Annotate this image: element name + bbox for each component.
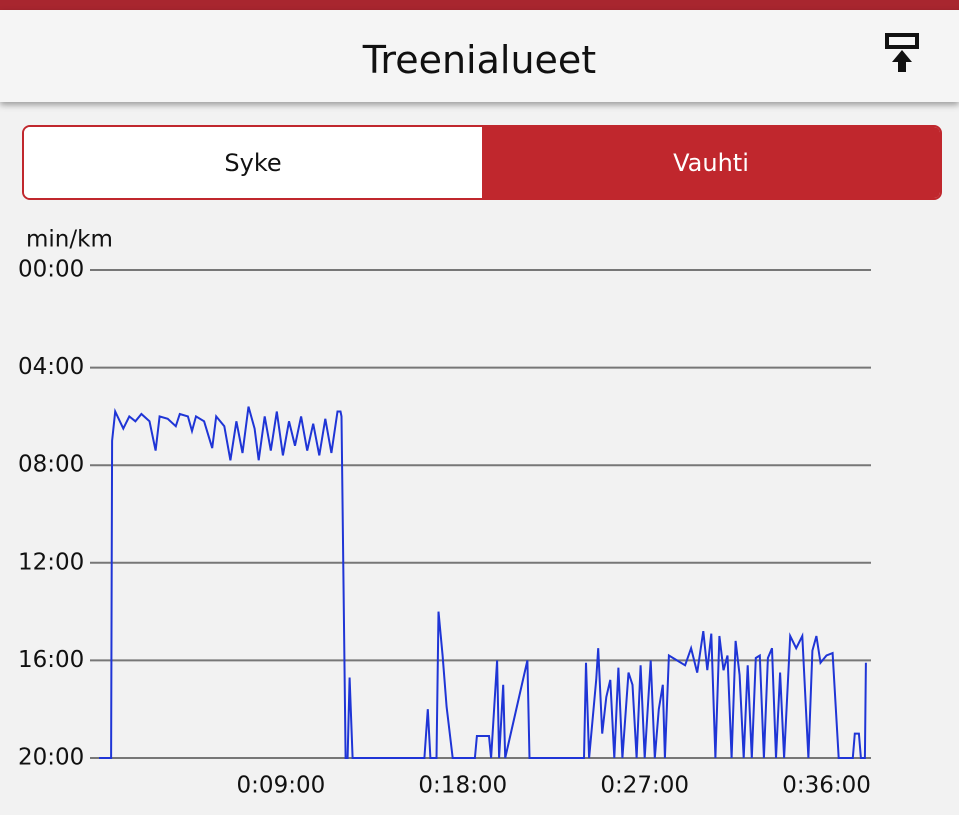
top-bar [0, 0, 959, 10]
tab[interactable]: Syke [24, 127, 482, 198]
x-tick-label: 0:36:00 [782, 773, 871, 799]
x-tick-label: 0:27:00 [600, 773, 689, 799]
y-tick-label: 00:00 [18, 257, 84, 283]
header-title: Treenialueet [362, 38, 597, 82]
tab[interactable]: Vauhti [482, 127, 940, 198]
data-line [99, 406, 867, 759]
chart: min/km 00:00 04:00 08:00 12:00 16:00 20:00 0:0… [18, 227, 871, 799]
y-tick-label: 08:00 [18, 452, 84, 478]
x-tick-label: 0:09:00 [237, 773, 326, 799]
export-icon[interactable] [884, 32, 932, 80]
y-tick-label: 20:00 [18, 745, 84, 771]
y-tick-label: 16:00 [18, 647, 84, 673]
tab-bar: Syke Vauhti [22, 125, 942, 200]
y-tick-label: 12:00 [18, 549, 84, 575]
header: Treenialueet [0, 10, 959, 102]
x-tick-label: 0:18:00 [418, 773, 507, 799]
y-tick-label: 04:00 [18, 354, 84, 380]
y-axis-label: min/km [26, 227, 113, 253]
